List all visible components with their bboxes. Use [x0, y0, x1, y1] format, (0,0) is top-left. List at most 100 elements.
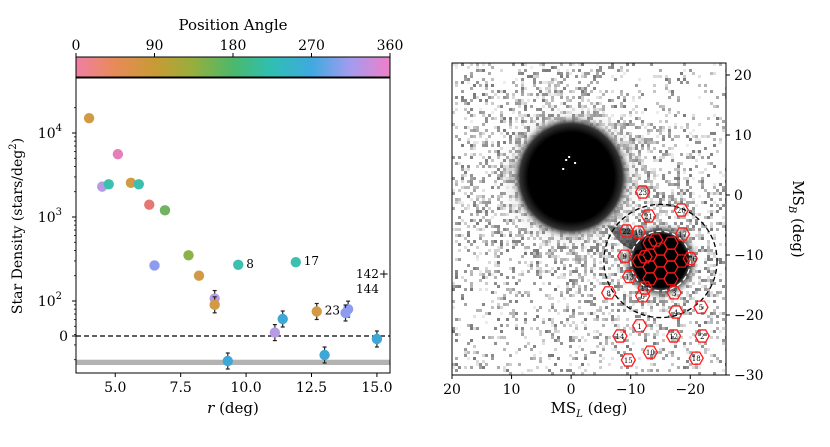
lmc-core: [511, 115, 631, 239]
field-hexagon-core: [663, 272, 679, 286]
data-point: [319, 349, 330, 361]
field-label: 15: [624, 357, 633, 365]
data-point: [193, 270, 205, 281]
point-annotation: 17: [304, 254, 319, 268]
left-x-ticks: 5.0 7.5 10.0 12.5 15.0: [104, 373, 393, 396]
point-annotation: 142+: [356, 267, 389, 281]
field-hexagon: [600, 286, 617, 300]
data-point: [144, 199, 155, 210]
field-label: 9: [623, 253, 627, 261]
field-label: 7: [643, 254, 647, 262]
right-plot: 23 20 21 22 19 17 16 9 7 176 13 11 8 6 3 5 4 1 14 12 2 10 15 18…: [443, 62, 807, 420]
core-speck: [565, 159, 568, 161]
data-point: [277, 313, 288, 325]
colorbar-tick-label: 360: [377, 38, 404, 54]
field-label: 176: [684, 256, 698, 264]
smc-core: [622, 223, 699, 299]
field-label: 8: [606, 290, 610, 298]
data-point: [311, 306, 322, 317]
field-label: 12: [669, 333, 678, 341]
left-plot-background: [76, 78, 390, 373]
data-point: [183, 250, 194, 261]
field-label: 1: [637, 323, 641, 331]
field-hexagon: [668, 305, 684, 319]
field-hexagon: [647, 233, 664, 247]
colorbar-gradient: [75, 56, 391, 78]
noise-band: [76, 359, 390, 365]
field-hexagon: [637, 250, 653, 264]
left-x-tick-label: 15.0: [361, 380, 392, 396]
colorbar-tick-label: 180: [220, 38, 247, 54]
field-label: 4: [674, 309, 679, 317]
left-y-ticks: 0 102 103 104: [38, 107, 76, 361]
field-hexagon: [682, 251, 699, 266]
data-point: [112, 148, 124, 160]
field-hexagon: [630, 225, 647, 239]
field-hexagon: [620, 353, 637, 367]
core-speck: [568, 156, 571, 158]
field-label: 14: [616, 333, 625, 341]
right-y-tick-label: −10: [734, 248, 764, 264]
data-point: [125, 177, 137, 189]
point-annotations: 8 17 23 142+144: [246, 254, 389, 317]
field-label: 22: [622, 228, 631, 236]
left-x-tick-label: 12.5: [296, 380, 327, 396]
left-y-tick-label: 103: [38, 207, 62, 226]
field-label: 23: [638, 189, 647, 197]
field-label: 10: [646, 349, 655, 357]
field-hexagon: [688, 351, 704, 365]
field-label: 13: [625, 274, 634, 282]
data-point: [209, 299, 220, 311]
data-point: [159, 205, 171, 216]
right-y-axis-label: MSB (deg): [786, 180, 807, 258]
colorbar-label: Position Angle: [178, 16, 287, 34]
right-y-ticks: 20 10 0 −10 −20 −30: [726, 68, 764, 384]
data-point: [233, 259, 244, 270]
left-y-tick-label: 0: [59, 329, 68, 345]
field-hexagon: [694, 329, 710, 343]
field-label: 19: [634, 229, 643, 237]
field-hexagon: [674, 227, 691, 241]
reference-circle: [603, 203, 718, 319]
data-point: [340, 307, 351, 319]
data-point: [371, 333, 383, 345]
colorbar-tick-label: 270: [298, 38, 325, 54]
left-y-axis-label: Star Density (stars/deg2): [8, 138, 26, 314]
field-label: 17: [678, 231, 687, 239]
data-point: [133, 179, 144, 190]
core-speck: [562, 168, 565, 170]
right-x-axis-label: MSL (deg): [551, 399, 628, 420]
field-hexagon: [640, 209, 657, 223]
right-y-tick-label: 20: [734, 68, 752, 84]
field-hexagon: [673, 203, 690, 217]
field-label: 3: [672, 290, 676, 298]
field-label: 16: [651, 237, 660, 245]
field-hexagon: [665, 329, 682, 343]
right-x-tick-label: −10: [616, 382, 646, 398]
data-point: [222, 355, 233, 367]
field-label: 5: [699, 304, 703, 312]
field-hexagon: [618, 224, 635, 238]
point-annotation: 144: [356, 282, 379, 296]
field-hexagon: [666, 286, 682, 300]
right-y-tick-label: −30: [734, 368, 764, 384]
data-points: [83, 113, 383, 373]
field-label: 20: [677, 207, 686, 215]
colorbar-ticks: 0 90 180 270 360: [72, 38, 404, 57]
left-y-tick-label: 102: [38, 291, 62, 310]
field-hexagon: [634, 185, 651, 199]
field-label: 11: [641, 285, 650, 293]
field-label: 21: [644, 213, 653, 221]
reference-circle: [630, 230, 691, 292]
right-y-tick-label: 10: [734, 128, 752, 144]
right-x-tick-label: 20: [443, 382, 461, 398]
data-point: [290, 256, 301, 268]
field-hexagon: [693, 300, 709, 314]
left-x-tick-label: 10.0: [230, 380, 261, 396]
right-y-tick-label: 0: [734, 188, 743, 204]
point-annotation: 8: [246, 257, 254, 271]
right-x-tick-label: 0: [567, 382, 576, 398]
right-x-tick-label: −20: [675, 382, 705, 398]
